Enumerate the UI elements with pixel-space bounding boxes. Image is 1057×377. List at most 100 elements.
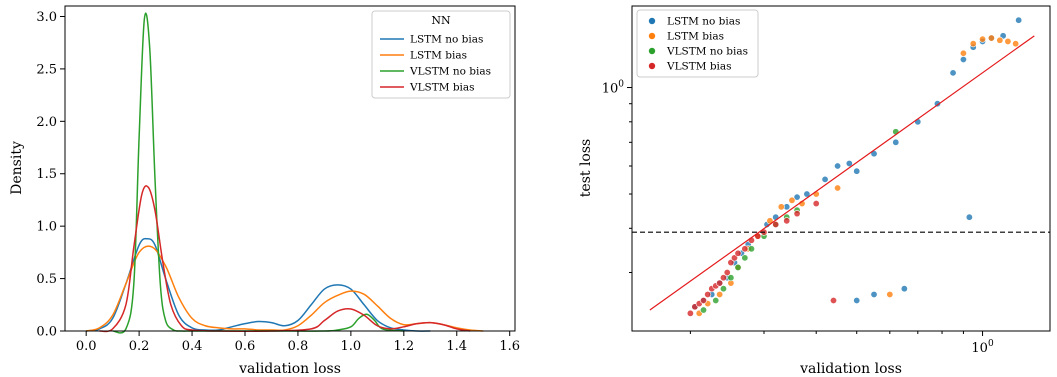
kde-x-tick-label: 0.8 — [288, 339, 309, 354]
kde-legend-label-lstm-no-bias: LSTM no bias — [410, 34, 483, 46]
kde-legend-title: NN — [431, 14, 451, 27]
scatter-legend-marker-vlstm-bias — [648, 62, 656, 70]
scatter-point-lstm-bias — [788, 196, 796, 204]
scatter-y-ticks: 100 — [602, 80, 632, 273]
scatter-point-vlstm-bias — [772, 221, 780, 229]
scatter-legend-label-lstm-bias: LSTM bias — [667, 31, 724, 43]
scatter-point-vlstm-no-bias — [700, 306, 708, 314]
kde-curve-lstm-no-bias — [86, 237, 431, 332]
kde-legend-label-vlstm-bias: VLSTM bias — [409, 82, 475, 94]
scatter-x-ticks: 100 — [689, 331, 994, 356]
scatter-point-lstm-no-bias — [900, 285, 908, 293]
scatter-point-vlstm-bias — [686, 309, 694, 317]
scatter-plot-frame — [631, 5, 1051, 332]
scatter-point-vlstm-bias — [700, 297, 708, 305]
kde-x-tick-label: 0.2 — [129, 339, 150, 354]
kde-y-tick-label: 0.0 — [36, 325, 57, 340]
scatter-x-axis-label: validation loss — [799, 361, 902, 377]
scatter-points — [686, 16, 1023, 317]
scatter-point-vlstm-bias — [716, 279, 724, 287]
scatter-point-lstm-no-bias — [870, 290, 878, 298]
kde-curve-vlstm-no-bias — [112, 12, 404, 334]
scatter-point-lstm-bias — [1012, 40, 1020, 48]
scatter-point-vlstm-bias — [734, 249, 742, 257]
scatter-point-lstm-bias — [979, 35, 987, 43]
kde-y-ticks: 0.0 0.5 1.0 1.5 2.0 2.5 3.0 — [36, 10, 65, 340]
kde-x-ticks: 0.0 0.2 0.4 0.6 0.8 1.0 1.2 1.4 1.6 — [76, 331, 520, 354]
scatter-point-vlstm-no-bias — [741, 254, 749, 262]
scatter-legend-marker-vlstm-no-bias — [648, 47, 656, 55]
kde-y-tick-label: 3.0 — [36, 10, 57, 25]
scatter-point-lstm-no-bias — [834, 162, 842, 170]
scatter-legend-label-vlstm-no-bias: VLSTM no bias — [666, 46, 748, 58]
kde-x-tick-label: 0.0 — [76, 339, 97, 354]
kde-legend-label-lstm-bias: LSTM bias — [410, 50, 467, 62]
kde-plot-frame — [64, 5, 516, 332]
kde-curve-vlstm-bias — [99, 185, 471, 333]
scatter-point-lstm-bias — [959, 49, 967, 57]
scatter-point-lstm-no-bias — [892, 138, 900, 146]
kde-curve-lstm-bias — [86, 245, 484, 332]
scatter-point-lstm-no-bias — [965, 213, 973, 221]
scatter-point-vlstm-bias — [783, 217, 791, 225]
scatter-point-lstm-bias — [1004, 37, 1012, 45]
scatter-point-lstm-no-bias — [853, 167, 861, 175]
scatter-point-lstm-no-bias — [821, 175, 829, 183]
scatter-legend-label-lstm-no-bias: LSTM no bias — [667, 16, 740, 28]
scatter-point-vlstm-bias — [704, 290, 712, 298]
scatter-point-lstm-no-bias — [1015, 16, 1023, 24]
scatter-point-lstm-no-bias — [959, 56, 967, 64]
kde-x-tick-label: 1.4 — [446, 339, 467, 354]
scatter-point-lstm-bias — [834, 184, 842, 192]
scatter-point-lstm-no-bias — [803, 190, 811, 198]
kde-legend: NN LSTM no bias LSTM bias VLSTM no bias VLS… — [371, 10, 511, 99]
kde-x-tick-label: 0.6 — [235, 339, 256, 354]
scatter-point-lstm-no-bias — [933, 100, 941, 108]
kde-y-axis-label: Density — [9, 141, 25, 195]
kde-x-tick-label: 1.0 — [341, 339, 362, 354]
kde-plot: 0.0 0.2 0.4 0.6 0.8 1.0 1.2 1.4 1.6 0.0 0.5 1.0 1.5… — [9, 5, 520, 377]
scatter-point-lstm-bias — [987, 34, 995, 42]
kde-legend-box — [371, 10, 511, 99]
scatter-legend-box — [636, 9, 759, 78]
kde-y-tick-label: 2.0 — [36, 115, 57, 130]
scatter-plot: 100 100 validation loss test loss LSTM n… — [578, 5, 1051, 377]
kde-x-axis-label: validation loss — [238, 361, 341, 377]
scatter-x-tick-label: 100 — [971, 339, 994, 356]
kde-y-tick-label: 1.5 — [36, 167, 57, 182]
scatter-legend: LSTM no bias LSTM bias VLSTM no bias VLSTM … — [636, 9, 759, 78]
scatter-legend-marker-lstm-no-bias — [648, 17, 656, 25]
scatter-point-lstm-bias — [716, 290, 724, 298]
scatter-legend-marker-lstm-bias — [648, 32, 656, 40]
kde-x-tick-label: 1.2 — [393, 339, 414, 354]
scatter-point-lstm-no-bias — [949, 69, 957, 77]
scatter-point-vlstm-no-bias — [747, 245, 755, 253]
kde-x-tick-label: 1.6 — [499, 339, 520, 354]
scatter-point-lstm-bias — [969, 40, 977, 48]
kde-y-tick-label: 2.5 — [36, 62, 57, 77]
scatter-point-vlstm-bias — [719, 274, 727, 282]
scatter-point-vlstm-bias — [727, 259, 735, 267]
scatter-point-vlstm-bias — [793, 210, 801, 218]
scatter-point-vlstm-no-bias — [727, 274, 735, 282]
kde-legend-label-vlstm-no-bias: VLSTM no bias — [409, 66, 491, 78]
scatter-point-vlstm-bias — [741, 245, 749, 253]
scatter-point-lstm-no-bias — [845, 159, 853, 167]
scatter-legend-label-vlstm-bias: VLSTM bias — [666, 61, 732, 73]
scatter-y-tick-label: 100 — [602, 80, 625, 97]
kde-x-tick-label: 0.4 — [182, 339, 203, 354]
scatter-fit-line — [649, 35, 1035, 311]
scatter-point-lstm-bias — [777, 203, 785, 211]
scatter-point-lstm-bias — [886, 290, 894, 298]
scatter-point-lstm-no-bias — [853, 297, 861, 305]
scatter-point-vlstm-no-bias — [719, 285, 727, 293]
scatter-point-lstm-no-bias — [772, 213, 780, 221]
scatter-point-vlstm-no-bias — [712, 297, 720, 305]
scatter-y-axis-label: test loss — [578, 139, 594, 197]
kde-y-tick-label: 1.0 — [36, 220, 57, 235]
scatter-point-vlstm-bias — [830, 297, 838, 305]
kde-y-tick-label: 0.5 — [36, 272, 57, 287]
scatter-point-vlstm-bias — [812, 200, 820, 208]
scatter-point-vlstm-bias — [730, 254, 738, 262]
